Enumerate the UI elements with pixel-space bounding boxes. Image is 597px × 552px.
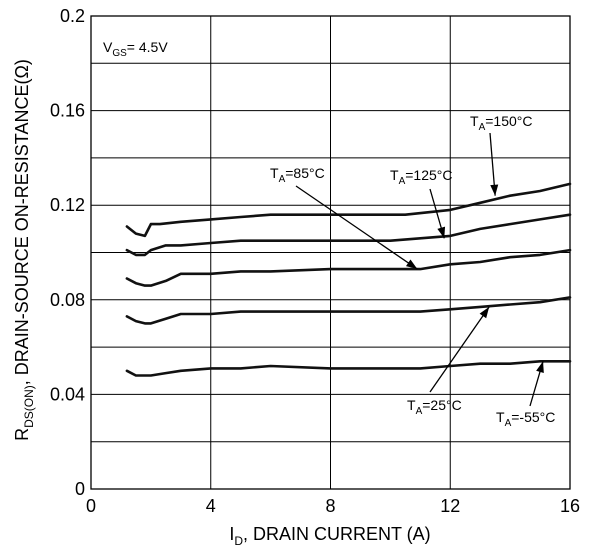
arrow-ta-150-head — [490, 184, 499, 196]
y-tick-label: 0.12 — [50, 195, 85, 215]
series-line-3 — [125, 296, 572, 325]
arrow-ta-85-head — [405, 259, 418, 270]
label-ta-125: TA=125°C — [390, 167, 452, 187]
arrow-ta-minus55-head — [536, 361, 544, 373]
x-tick-label: 0 — [86, 496, 96, 516]
annotation-arrows — [295, 132, 544, 407]
grid-lines — [91, 16, 570, 489]
y-tick-label: 0.04 — [50, 384, 85, 404]
x-tick-label: 12 — [440, 496, 460, 516]
series-curves — [125, 182, 572, 377]
series-line-0 — [125, 182, 572, 238]
y-tick-label: 0 — [75, 479, 85, 499]
series-line-2 — [125, 248, 572, 287]
y-axis-label: RDS(ON), DRAIN-SOURCE ON-RESISTANCE(Ω) — [12, 59, 36, 441]
x-tick-label: 8 — [325, 496, 335, 516]
arrow-ta-25-line — [429, 306, 490, 393]
y-tick-label: 0.16 — [50, 101, 85, 121]
x-axis-label: ID, DRAIN CURRENT (A) — [229, 524, 430, 548]
label-ta-minus55: TA=-55°C — [496, 409, 555, 429]
series-line-1 — [125, 213, 572, 257]
series-line-4 — [125, 359, 572, 377]
y-tick-label: 0.08 — [50, 290, 85, 310]
x-tick-label: 4 — [206, 496, 216, 516]
label-ta-25: TA=25°C — [407, 397, 462, 417]
y-tick-label: 0.2 — [60, 6, 85, 26]
plot-frame — [90, 15, 571, 490]
condition-label: VGS= 4.5V — [103, 39, 168, 59]
arrow-ta-85-line — [295, 185, 418, 270]
label-ta-85: TA=85°C — [270, 165, 325, 185]
x-tick-label: 16 — [560, 496, 580, 516]
arrow-ta-25-head — [479, 306, 490, 319]
label-ta-150: TA=150°C — [470, 113, 532, 133]
tick-labels: 0 4 8 12 16 0 0.04 0.08 0.12 0.16 0.2 — [50, 6, 580, 516]
arrow-ta-125-head — [437, 226, 446, 239]
